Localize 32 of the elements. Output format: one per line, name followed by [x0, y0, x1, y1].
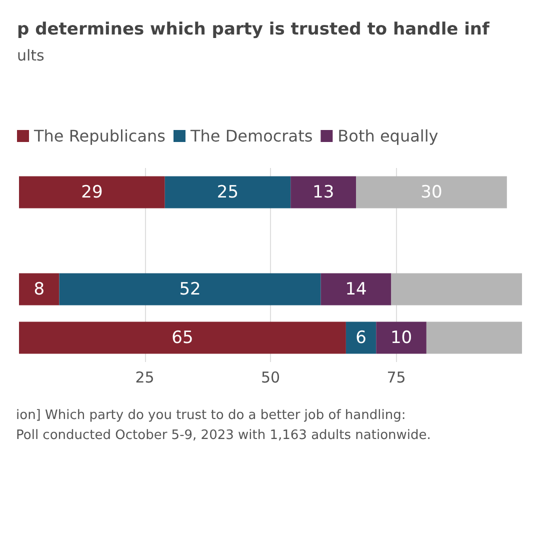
data-label: 14: [345, 279, 367, 300]
data-label: 65: [172, 328, 194, 348]
bar: [346, 322, 376, 354]
data-label: 25: [216, 182, 239, 202]
data-label: 30: [420, 182, 442, 202]
bar: [164, 176, 291, 208]
text: ion] Which party do you trust to do a better job of handling:: [16, 408, 406, 423]
data-label: 29: [81, 182, 103, 202]
bar: [426, 322, 522, 354]
data-label: 6: [356, 328, 366, 348]
text: Poll conducted October 5-9, 2023 with 1,163 adults nationwide.: [16, 428, 431, 443]
data-label: 52: [179, 279, 201, 300]
bar: [19, 176, 165, 208]
bar: [290, 176, 356, 208]
legend-label: The Democrats: [190, 126, 313, 146]
bar: [320, 273, 392, 306]
data-label: 13: [312, 182, 334, 202]
x-tick-label: 75: [386, 368, 406, 386]
legend-label: The Republicans: [33, 126, 166, 146]
x-tick-label: 25: [135, 368, 154, 386]
bar: [391, 273, 522, 306]
bar: [376, 322, 426, 354]
data-label: 8: [34, 279, 45, 300]
bar: [59, 273, 321, 306]
bar: [356, 176, 507, 208]
bar: [19, 273, 60, 306]
data-label: 10: [390, 328, 412, 348]
legend-label: Both equally: [338, 126, 438, 146]
x-tick-label: 50: [260, 368, 280, 386]
chart-subtitle: ults: [17, 46, 45, 64]
bar: [19, 322, 346, 354]
chart-title: p determines which party is trusted to handle inf: [17, 20, 490, 40]
